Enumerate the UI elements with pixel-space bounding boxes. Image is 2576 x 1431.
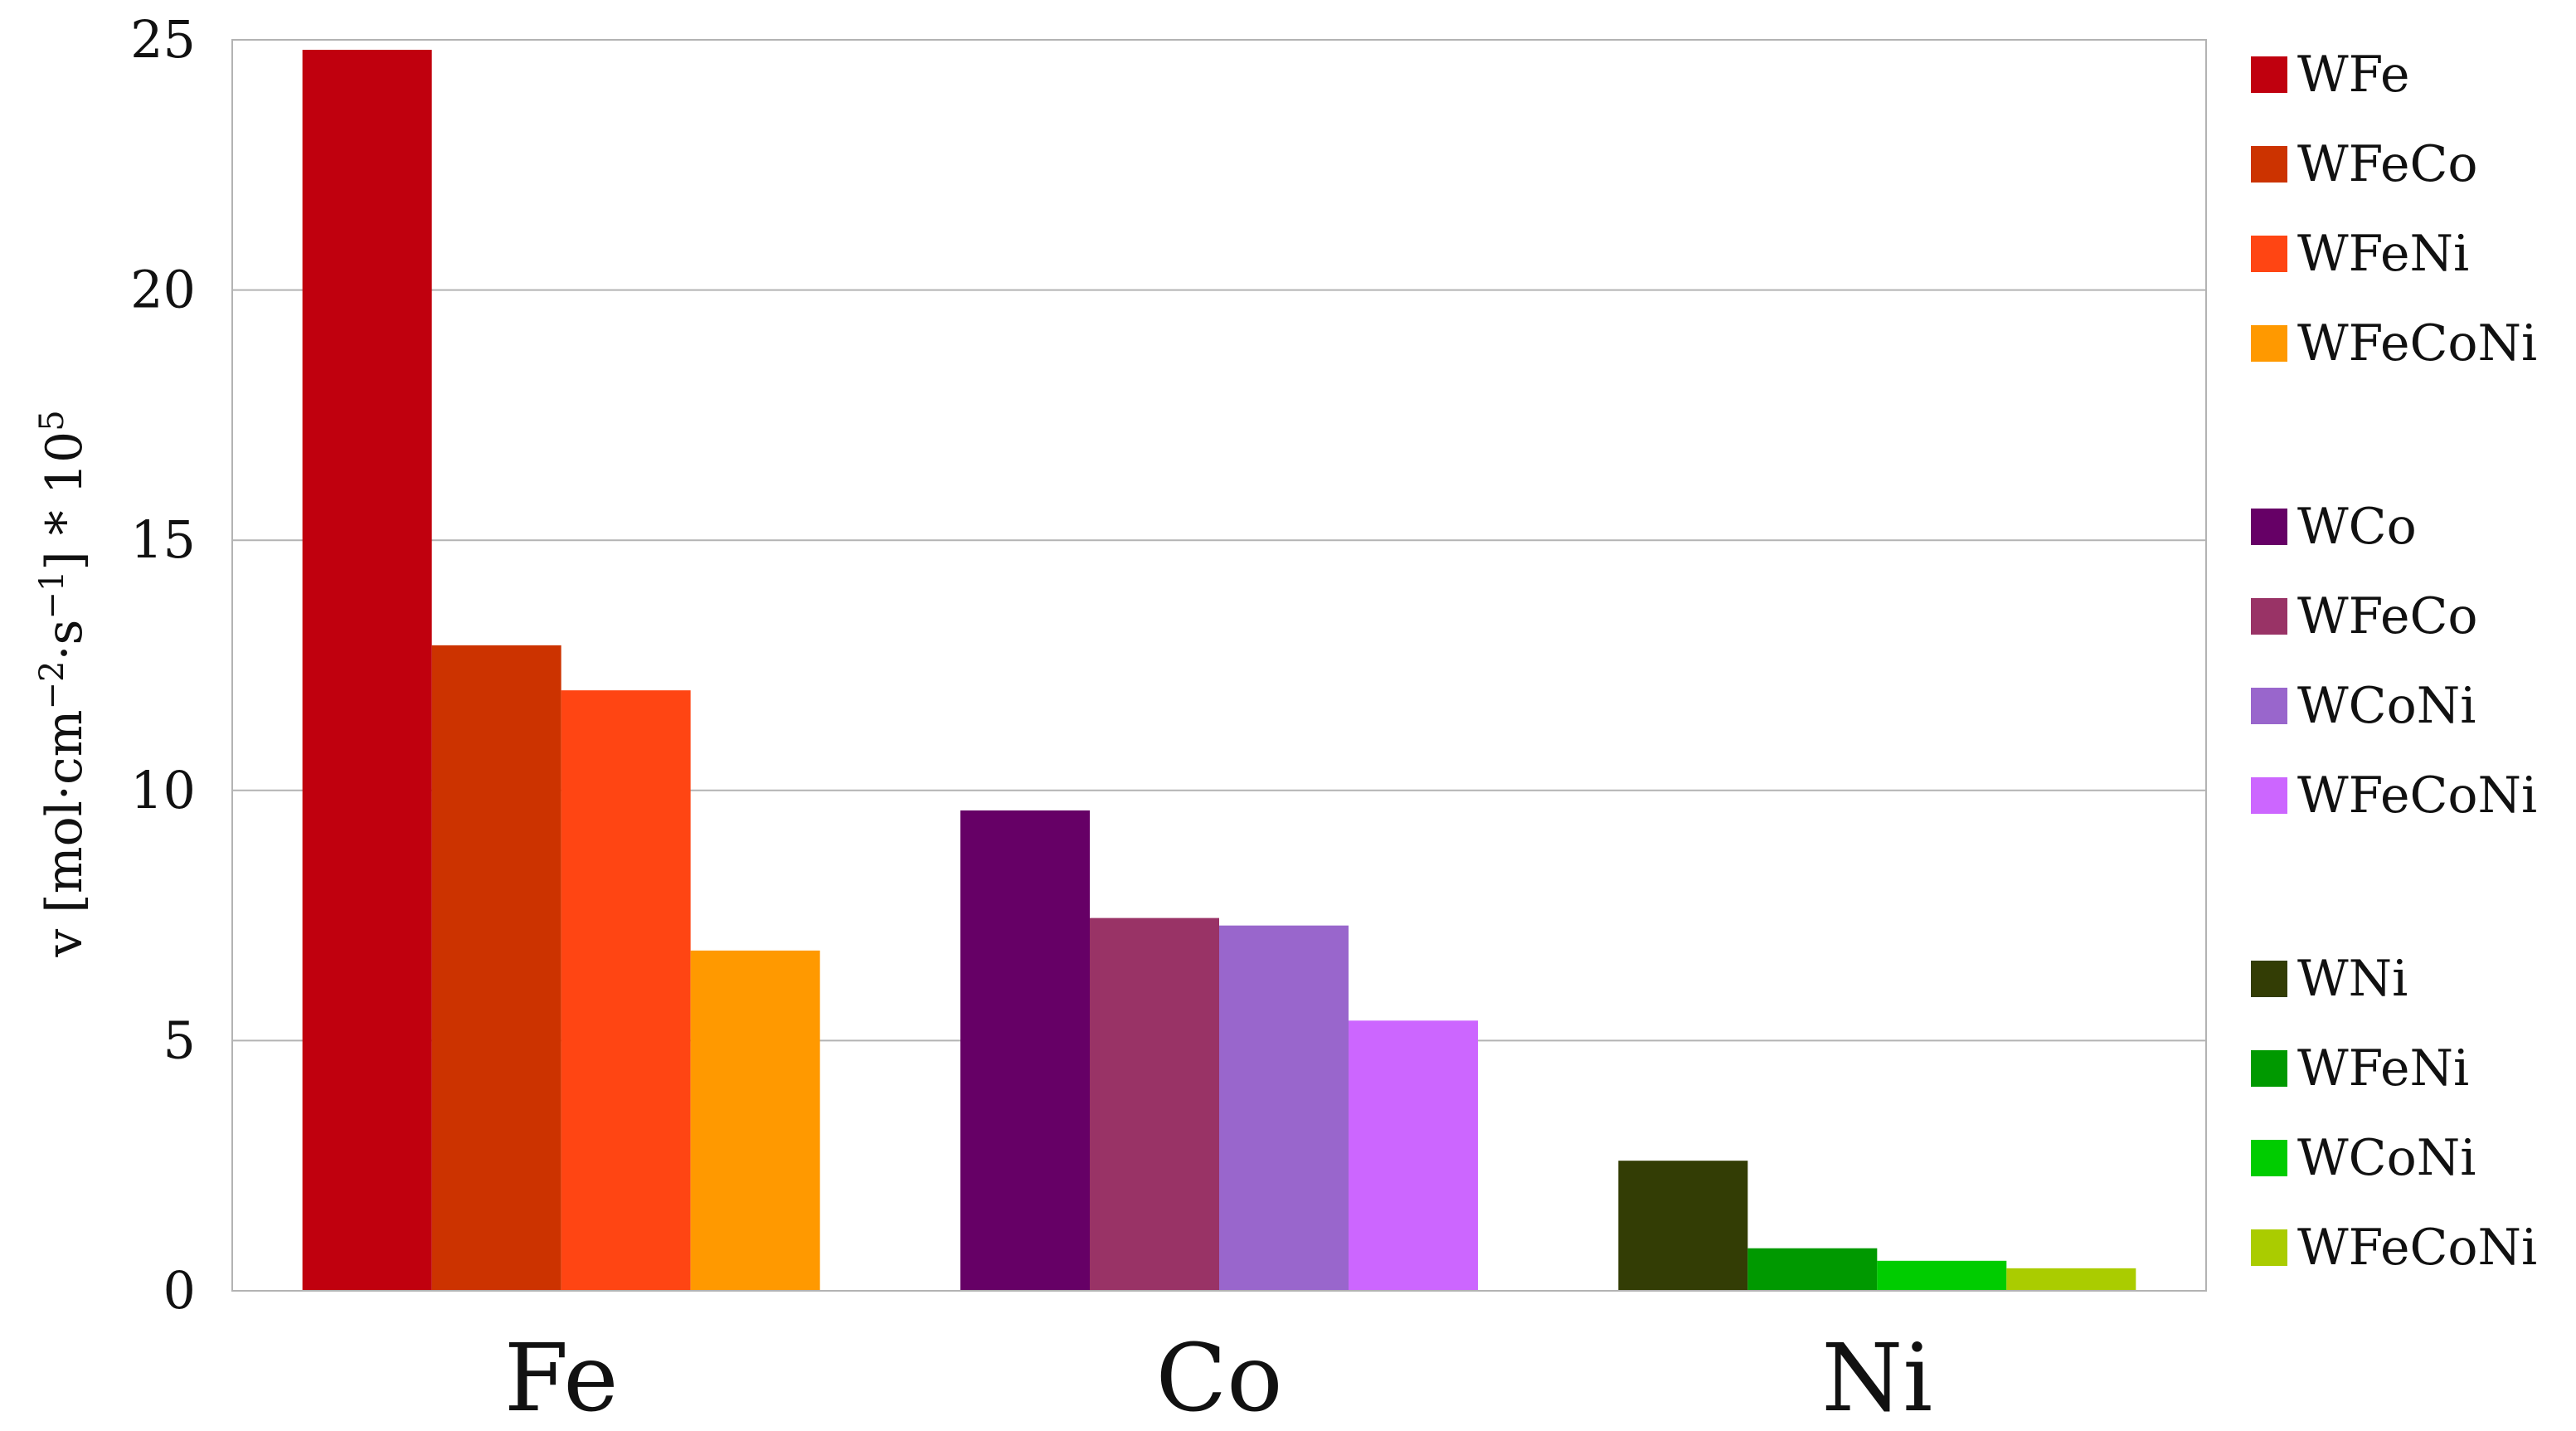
legend-swatch (2251, 1050, 2287, 1087)
bar-fe-wfeco (431, 645, 561, 1291)
bar-ni-wfeconi (2006, 1268, 2136, 1291)
legend-swatch (2251, 236, 2287, 272)
legend-swatch (2251, 325, 2287, 362)
legend-label: WFeNi (2297, 1039, 2469, 1098)
legend-label: WCo (2297, 498, 2417, 556)
legend-label: WCoNi (2297, 1129, 2476, 1187)
legend-label: WFeCoNi (2297, 1219, 2537, 1277)
y-tick-labels: 0 5 10 15 20 25 (130, 9, 196, 1321)
bar-ni-wfeni (1747, 1248, 1878, 1291)
legend-swatch (2251, 961, 2287, 997)
category-label-co: Co (1155, 1325, 1282, 1431)
bar-co-wfeconi (1349, 1020, 1478, 1291)
legend-label: WFeCo (2297, 587, 2478, 645)
y-tick-label: 0 (163, 1260, 196, 1321)
y-tick-label: 5 (163, 1010, 196, 1070)
legend-swatch (2251, 777, 2287, 814)
plot-frame (231, 39, 2207, 1292)
bars (302, 50, 2136, 1292)
legend-label: WFe (2297, 46, 2410, 104)
category-label-fe: Fe (504, 1325, 619, 1431)
legend-label: WNi (2297, 950, 2408, 1008)
legend-label: WFeCo (2297, 135, 2478, 193)
bar-co-wfeco (1090, 917, 1219, 1291)
bar-co-wconi (1219, 925, 1349, 1291)
y-tick-label: 10 (130, 760, 196, 820)
legend-swatch (2251, 146, 2287, 183)
bar-ni-wni (1618, 1161, 1748, 1291)
bar-co-wco (960, 810, 1090, 1291)
bar-fe-wfeni (561, 690, 691, 1291)
legend-label: WFeNi (2297, 225, 2469, 283)
legend-swatch (2251, 688, 2287, 724)
x-category-labels: Fe Co Ni (504, 1325, 1933, 1431)
y-tick-label: 15 (130, 509, 196, 570)
legend-swatch (2251, 1229, 2287, 1266)
y-tick-label: 25 (130, 9, 196, 70)
y-axis-label: v [mol·cm−2·s−1] * 105 (33, 410, 94, 957)
bar-fe-wfe (302, 50, 432, 1292)
bar-fe-wfeconi (690, 950, 820, 1291)
legend-swatch (2251, 56, 2287, 93)
legend-label: WFeCoNi (2297, 314, 2537, 372)
legend-swatch (2251, 1140, 2287, 1176)
legend-swatch (2251, 509, 2287, 545)
bar-ni-wconi (1877, 1260, 2007, 1291)
legend: WFe WFeCo WFeNi WFeCoNi WCo WFeCo WCoNi WFeCoNi… (2251, 46, 2537, 1277)
y-tick-label: 20 (130, 260, 196, 320)
legend-label: WCoNi (2297, 677, 2476, 735)
legend-label: WFeCoNi (2297, 767, 2537, 825)
legend-swatch (2251, 598, 2287, 635)
category-label-ni: Ni (1821, 1325, 1932, 1431)
